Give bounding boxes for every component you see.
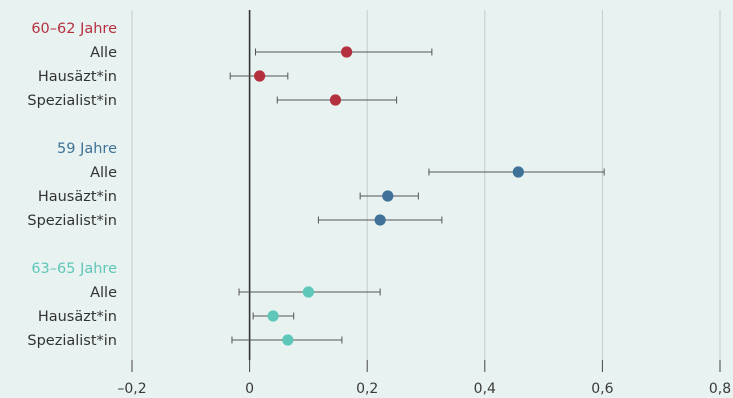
data-marks [229, 46, 605, 346]
point-estimate [282, 334, 294, 346]
point-estimate [512, 166, 524, 178]
row-label: Alle [90, 285, 117, 301]
x-axis: –0,2 0 0,2 0,4 0,6 0,8 [117, 360, 731, 397]
x-tick-label: 0 [245, 381, 254, 397]
row-label: Spezialist*in [27, 93, 117, 109]
row-label: Hausäzt*in [38, 309, 117, 325]
point-estimate [374, 214, 386, 226]
row-label: Alle [90, 45, 117, 61]
point-estimate [382, 190, 394, 202]
group-label: 60–62 Jahre [31, 21, 117, 37]
x-tick-label: 0,8 [709, 381, 731, 397]
row-label: Spezialist*in [27, 333, 117, 349]
group-label: 59 Jahre [57, 141, 117, 157]
row-label: Spezialist*in [27, 213, 117, 229]
grid-lines [131, 10, 721, 360]
row-label: Alle [90, 165, 117, 181]
group-label: 63–65 Jahre [31, 261, 117, 277]
point-estimate [253, 70, 266, 82]
row-labels: 60–62 Jahre Alle Hausäzt*in Spezialist*in 59… [27, 21, 117, 349]
point-estimate [302, 286, 314, 298]
x-tick-label: 0,6 [591, 381, 613, 397]
row-label: Hausäzt*in [38, 189, 117, 205]
point-estimate [341, 46, 353, 58]
x-tick-label: 0,2 [356, 381, 378, 397]
point-estimate [329, 94, 342, 106]
x-tick-label: –0,2 [117, 381, 146, 397]
point-estimate [267, 310, 279, 322]
x-tick-label: 0,4 [474, 381, 496, 397]
row-label: Hausäzt*in [38, 69, 117, 85]
